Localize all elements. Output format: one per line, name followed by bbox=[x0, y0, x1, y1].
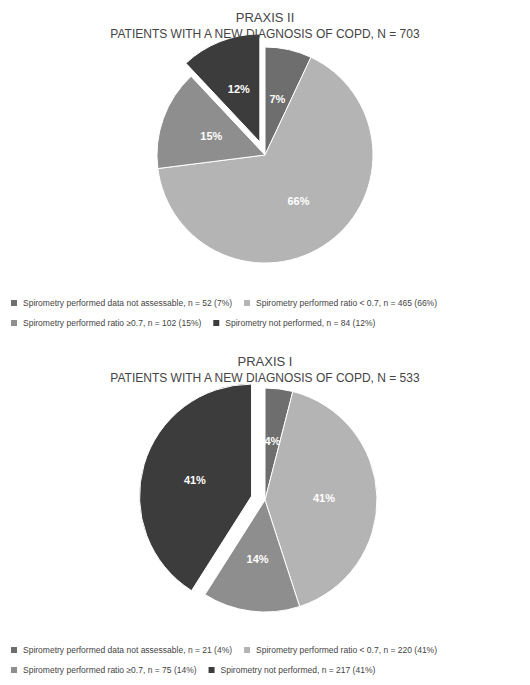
svg-text:Spirometry not performed, n =: Spirometry not performed, n = 84 (12%) bbox=[225, 318, 375, 328]
svg-text:12%: 12% bbox=[228, 83, 250, 95]
svg-text:PATIENTS WITH A NEW DIAGNOSIS: PATIENTS WITH A NEW DIAGNOSIS OF COPD, N… bbox=[110, 371, 420, 385]
svg-text:PRAXIS II: PRAXIS II bbox=[236, 10, 295, 25]
svg-text:Spirometry performed ratio < 0: Spirometry performed ratio < 0.7, n = 22… bbox=[256, 645, 437, 655]
svg-text:7%: 7% bbox=[269, 93, 285, 105]
svg-text:41%: 41% bbox=[313, 492, 335, 504]
svg-text:Spirometry performed ratio < 0: Spirometry performed ratio < 0.7, n = 46… bbox=[256, 298, 437, 308]
svg-text:15%: 15% bbox=[200, 130, 222, 142]
svg-text:14%: 14% bbox=[247, 553, 269, 565]
svg-text:PRAXIS I: PRAXIS I bbox=[238, 354, 293, 369]
svg-text:Spirometry performed ratio ≥0.: Spirometry performed ratio ≥0.7, n = 102… bbox=[23, 318, 201, 328]
svg-text:PATIENTS WITH A NEW DIAGNOSIS: PATIENTS WITH A NEW DIAGNOSIS OF COPD, N… bbox=[110, 27, 420, 41]
svg-text:66%: 66% bbox=[287, 195, 309, 207]
svg-text:Spirometry performed data not: Spirometry performed data not assessable… bbox=[23, 298, 232, 308]
svg-text:4%: 4% bbox=[264, 435, 280, 447]
svg-text:41%: 41% bbox=[184, 474, 206, 486]
svg-text:Spirometry not performed, n =: Spirometry not performed, n = 217 (41%) bbox=[221, 665, 376, 675]
svg-text:Spirometry performed data not: Spirometry performed data not assessable… bbox=[23, 645, 232, 655]
svg-text:Spirometry performed ratio ≥0.: Spirometry performed ratio ≥0.7, n = 75 … bbox=[23, 665, 197, 675]
